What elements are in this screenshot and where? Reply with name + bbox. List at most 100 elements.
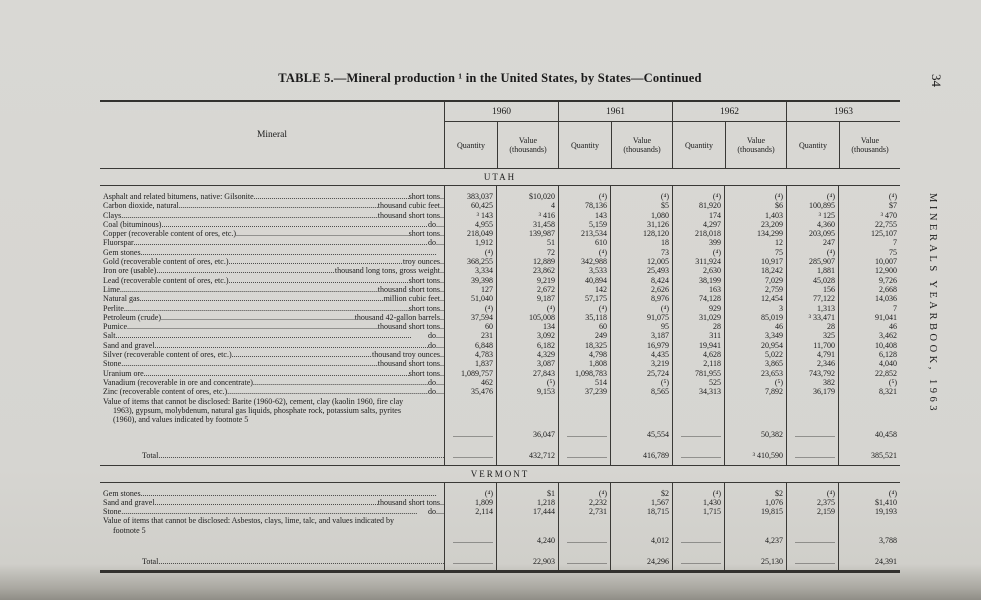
value-cell: 8,321 [838,387,900,397]
dot-filler-cell [672,440,724,465]
value-cell: 45,028 [786,275,838,285]
mineral-name: Copper (recoverable content of ores, etc… [103,229,237,239]
value-cell: (⁵) [496,377,558,388]
value-cell: 139,987 [496,229,558,239]
value-cell: (⁴) [672,488,724,498]
value-cell: ³ 125 [786,210,838,220]
value-cell: 2,232 [558,497,610,508]
value-cell: $5 [610,201,672,211]
spacer-cell [610,482,672,489]
value-cell: 10,408 [838,340,900,351]
value-cell: 7,029 [724,275,786,285]
subheader-row: Quantity Value (thousands) [787,122,900,168]
value-cell: 37,239 [558,387,610,397]
mineral-name: Stone [103,359,122,369]
value-cell: 218,018 [672,229,724,239]
value-cell: (⁴) [610,303,672,313]
disclosure-row: Value of items that cannot be disclosed:… [100,396,900,441]
value-cell: (⁴) [558,247,610,258]
value-cell: 125,107 [838,229,900,239]
spacer-cell [786,186,838,192]
value-cell: 2,759 [724,284,786,295]
value-cell: 4 [496,201,558,211]
value-cell: 2,672 [496,284,558,295]
subheader-value-line1: Value [746,136,766,145]
mineral-name: Coal (bituminous) [103,219,162,229]
value-cell: 342,988 [558,257,610,267]
dot-leader [155,341,428,350]
value-cell: 85,019 [724,312,786,323]
value-cell: 142 [558,284,610,295]
value-cell: ³ 410,590 [724,440,786,465]
value-cell: 74,128 [672,294,724,304]
mineral-name: Sand and gravel [103,340,155,350]
value-cell: 1,912 [444,238,496,248]
dot-leader [236,229,409,238]
spacer-row [100,186,900,192]
value-cell: 12,889 [496,257,558,267]
mineral-label-cell: Stone do.... [100,507,444,516]
dot-filler-cell [786,546,838,571]
value-cell: 781,955 [672,368,724,378]
dot-filler-cell [672,546,724,571]
dot-leader [121,507,428,516]
subheader-value-line2: (thousands) [851,145,889,154]
value-cell: 40,894 [558,275,610,285]
unit-label: thousand short tons.. [377,359,444,369]
spacer-cell [444,186,496,192]
mineral-row: Perliteshort tons..(⁴)(⁴)(⁴)(⁴)92931,313… [100,303,900,313]
value-cell: 285,907 [786,257,838,267]
value-cell: 73 [610,247,672,258]
subheader-value-line2: (thousands) [623,145,661,154]
value-cell: 462 [444,377,496,388]
value-cell: 105,008 [496,312,558,323]
value-cell: 2,626 [610,284,672,295]
dot-leader [179,201,378,210]
mineral-row: Asphalt and related bitumens, native: Gi… [100,192,900,202]
mineral-label-cell: Stone thousand short tons.. [100,359,444,368]
value-cell: 134,299 [724,229,786,239]
value-cell: 4,435 [610,350,672,360]
year-label-1963: 1963 [787,102,900,122]
total-row: Total 22,903 24,296 25,130 24,391 [100,546,900,571]
unit-label: thousand troy ounces.. [372,350,444,360]
mineral-name: Silver (recoverable content of ores, etc… [103,350,232,360]
subheader-quantity: Quantity [799,140,827,150]
value-cell: 4,012 [610,516,672,547]
value-cell: 1,837 [444,359,496,369]
value-cell: 72 [496,247,558,258]
value-cell: 311 [672,331,724,341]
value-cell: 18,715 [610,507,672,517]
value-cell: 100,895 [786,201,838,211]
value-cell: 46 [724,322,786,332]
mineral-name: Fluorspar [103,238,134,248]
value-cell: 1,403 [724,210,786,220]
value-cell: 6,848 [444,340,496,351]
unit-label: short tons.. [408,229,444,239]
dot-leader [232,350,372,359]
value-cell: 4,040 [838,359,900,369]
total-label: Total [142,451,159,461]
value-cell: 368,255 [444,257,496,267]
value-cell: 40,458 [838,396,900,441]
disclosure-row: Value of items that cannot be disclosed:… [100,516,900,547]
value-cell: (⁴) [444,247,496,258]
total-row: Total 432,712 416,789 ³ 410,590 385,521 [100,440,900,465]
value-cell: 19,193 [838,507,900,517]
mineral-label-cell: Salt do.... [100,331,444,340]
value-cell: 24,296 [610,546,672,571]
subheader-quantity: Quantity [571,140,599,150]
value-cell: 6,182 [496,340,558,351]
value-cell: 34,313 [672,387,724,397]
subheader-quantity: Quantity [685,140,713,150]
value-cell: 2,668 [838,284,900,295]
value-cell: 525 [672,377,724,388]
dot-filler-cell [558,396,610,441]
year-label-1961: 1961 [559,102,672,122]
value-cell: (⁴) [786,247,838,258]
unit-label: troy ounces.. [402,257,444,267]
mineral-name: Gem stones [103,488,141,498]
mineral-row: Coal (bituminous) do....4,95531,4585,1593… [100,219,900,230]
book-spine-title: MINERALS YEARBOOK, 1963 [927,193,938,414]
